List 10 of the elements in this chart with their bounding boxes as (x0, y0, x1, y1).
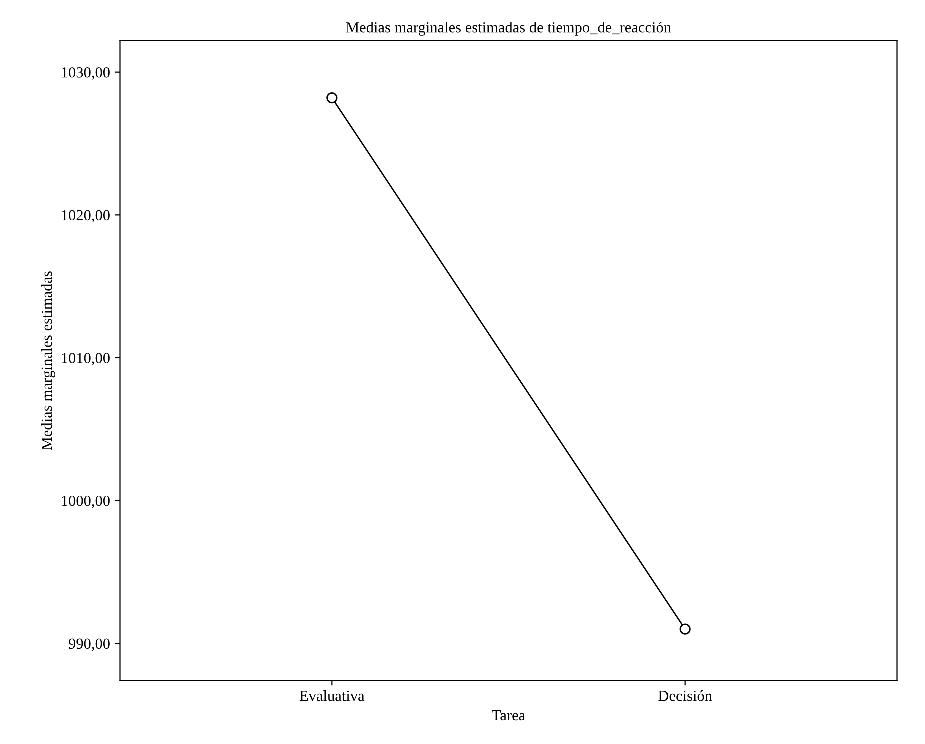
x-axis-title: Tarea (492, 710, 526, 721)
chart-title: Medias marginales estimadas de tiempo_de_reacción (346, 22, 672, 36)
y-tick-label: 1010,00 (62, 353, 110, 366)
y-tick-label: 1000,00 (62, 496, 110, 508)
y-tick-label: 1030,00 (62, 67, 110, 80)
y-tick-label: 1020,00 (62, 210, 110, 223)
y-tick-label: 990,00 (69, 638, 110, 652)
x-tick-label: Evaluativa (300, 690, 365, 702)
x-tick-label: Decisión (658, 690, 712, 702)
y-axis-title: Medias marginales estimadas (41, 272, 56, 450)
